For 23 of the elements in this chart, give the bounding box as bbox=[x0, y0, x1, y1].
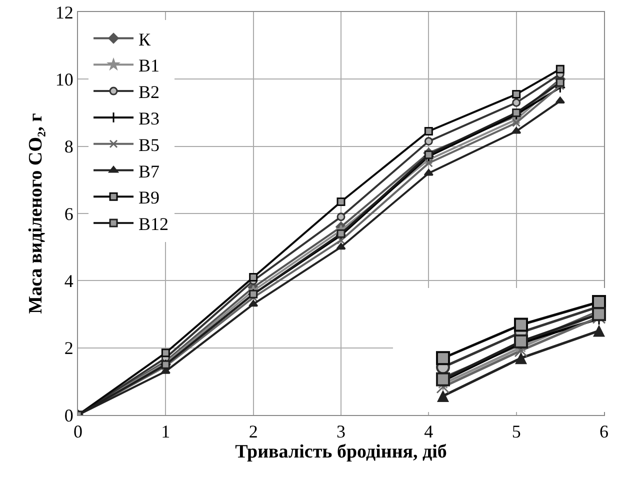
x-tick-label: 4 bbox=[424, 422, 434, 442]
y-tick-label: 0 bbox=[64, 405, 74, 426]
y-tick-label: 2 bbox=[64, 338, 74, 358]
y-tick-label: 10 bbox=[55, 69, 74, 90]
x-axis-title: Тривалість бродіння, діб bbox=[235, 442, 447, 463]
x-tick-label: 5 bbox=[512, 422, 521, 442]
legend-label: В9 bbox=[138, 188, 160, 208]
legend-label: В2 bbox=[138, 82, 160, 102]
legend-label: В7 bbox=[138, 161, 160, 182]
y-axis-title: Маса виділеного CO₂, г bbox=[25, 112, 46, 314]
x-tick-label: 3 bbox=[336, 422, 346, 442]
legend-label: В12 bbox=[138, 214, 169, 234]
legend-label: В3 bbox=[138, 108, 160, 128]
x-tick-label: 1 bbox=[161, 422, 170, 442]
legend-label: К bbox=[138, 29, 152, 50]
y-tick-label: 6 bbox=[64, 204, 74, 224]
y-tick-label: 4 bbox=[64, 270, 74, 291]
x-tick-label: 2 bbox=[248, 422, 258, 442]
x-tick-label: 6 bbox=[600, 422, 608, 442]
legend-label: В1 bbox=[138, 56, 160, 76]
legend-label: В5 bbox=[138, 134, 160, 155]
y-tick-label: 8 bbox=[64, 136, 74, 157]
y-tick-label: 12 bbox=[55, 2, 74, 22]
